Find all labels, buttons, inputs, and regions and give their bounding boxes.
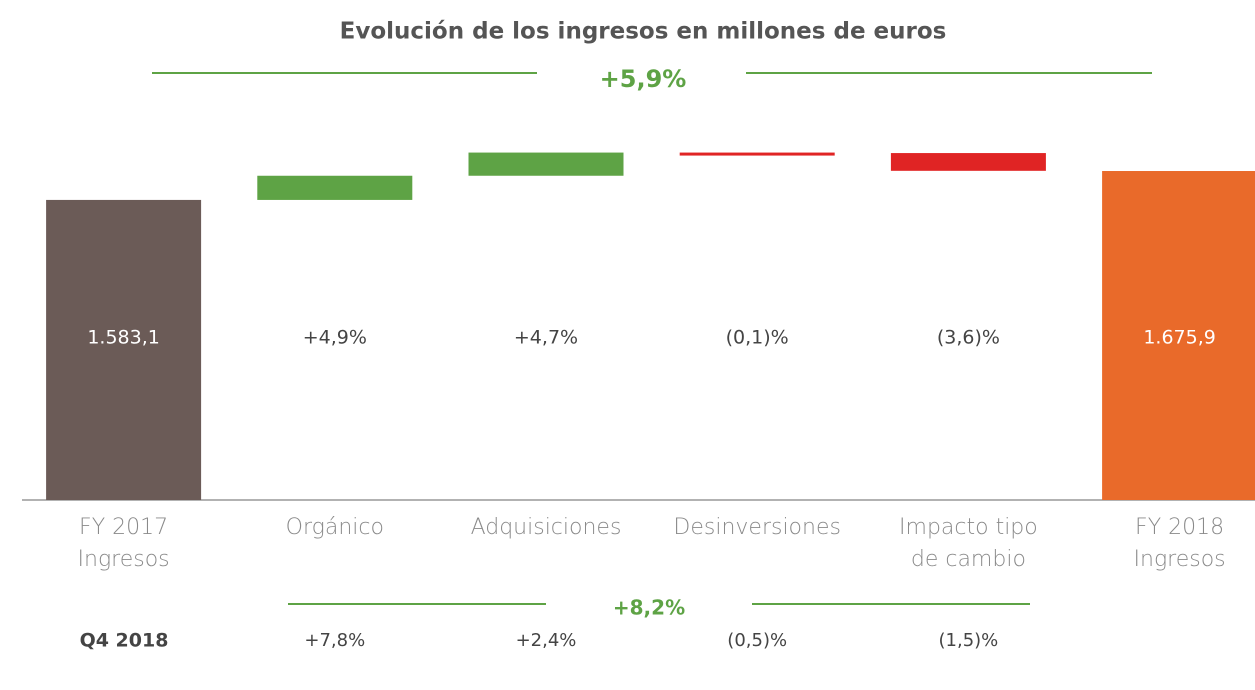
total-label: 1.675,9 [1143, 327, 1216, 349]
total-change: +5,9% [600, 65, 687, 93]
change-label: (0,1)% [726, 327, 789, 349]
bar [890, 153, 1046, 171]
category-label: FY 2018 Ingresos [1133, 515, 1226, 572]
category-label: FY 2017 Ingresos [77, 515, 170, 572]
total-label: 1.583,1 [87, 327, 160, 349]
quarter-label: Q4 2018 [80, 630, 169, 652]
bar [1102, 171, 1255, 500]
chart-title: Evolución de los ingresos en millones de… [340, 19, 947, 45]
category-label: Impacto tipo de cambio [899, 515, 1038, 572]
change-label: +4,9% [303, 327, 367, 349]
quarter-value: (1,5)% [939, 630, 999, 651]
quarter-value: +2,4% [516, 630, 577, 651]
bar [46, 199, 202, 500]
quarter-total-change: +8,2% [613, 596, 685, 620]
quarter-value: +7,8% [304, 630, 365, 651]
change-label: +4,7% [514, 327, 578, 349]
category-label: Orgánico [285, 515, 384, 540]
bar [468, 152, 624, 176]
quarter-value: (0,5)% [727, 630, 787, 651]
change-label: (3,6)% [937, 327, 1000, 349]
bar [679, 152, 835, 156]
category-label: Desinversiones [673, 515, 841, 540]
bar [257, 175, 413, 200]
category-label: Adquisiciones [470, 515, 622, 540]
